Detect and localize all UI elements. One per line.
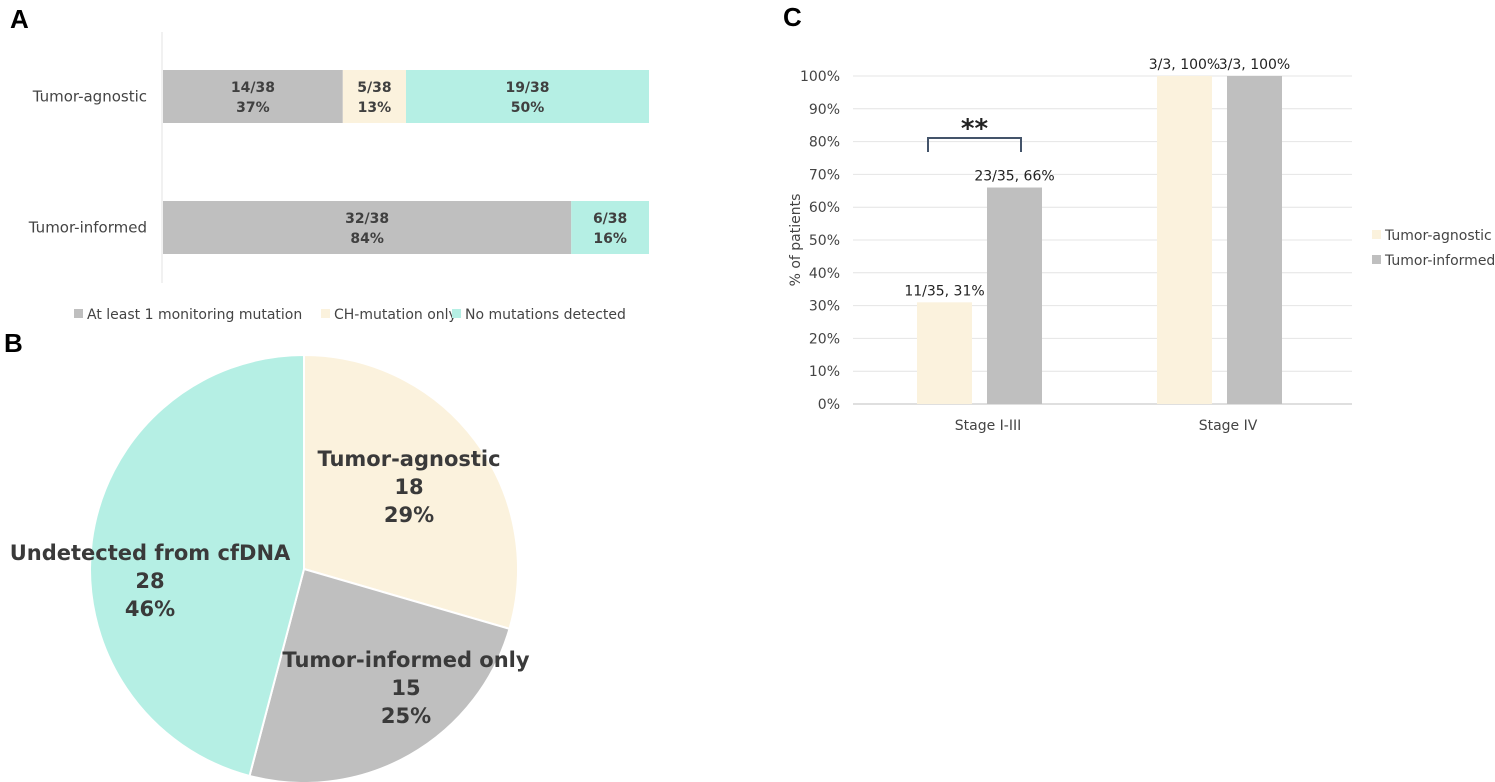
pie-slice-count-label: 15	[391, 676, 420, 700]
bar-data-label: 23/35, 66%	[974, 169, 1054, 185]
pie-slice-percent-label: 29%	[384, 503, 434, 527]
legend-label: Tumor-agnostic	[1384, 228, 1492, 244]
pie-slice-name-label: Tumor-informed only	[282, 648, 529, 672]
category-label: Tumor-agnostic	[32, 88, 147, 106]
pie-slice-percent-label: 46%	[125, 597, 175, 621]
legend-label: At least 1 monitoring mutation	[87, 307, 302, 323]
bar	[1227, 76, 1282, 404]
y-tick-label: 50%	[809, 233, 840, 249]
segment-count-label: 32/38	[345, 211, 389, 227]
pie-slice-count-label: 28	[135, 569, 164, 593]
panel-letter-c: C	[783, 2, 802, 32]
panel-letter-b: B	[4, 328, 23, 358]
legend-swatch	[1372, 230, 1381, 239]
panel-letter-a: A	[10, 4, 29, 34]
y-tick-label: 60%	[809, 200, 840, 216]
grouped-bar-chart: 0% 10% 20% 30% 40% 50% 60% 70% 80% 90% 100% Stage I…	[788, 57, 1495, 434]
bar-segment	[342, 70, 406, 123]
bar-segment	[571, 201, 649, 254]
y-axis-title: % of patients	[788, 194, 804, 287]
pie-slice	[248, 567, 511, 782]
legend-swatch	[74, 309, 83, 318]
y-tick-label: 80%	[809, 135, 840, 151]
y-tick-label: 10%	[809, 364, 840, 380]
y-tick-label: 30%	[809, 299, 840, 315]
bar-data-label: 3/3, 100%	[1149, 57, 1220, 73]
pie-slice-percent-label: 25%	[381, 704, 431, 728]
pie-slice-name-label: Undetected from cfDNA	[10, 541, 291, 565]
legend-label: CH-mutation only	[334, 307, 457, 323]
y-tick-label: 100%	[800, 69, 840, 85]
stacked-bar-chart: Tumor-agnostic Tumor-informed 14/38 37% 5/3…	[28, 32, 649, 323]
x-tick-label: Stage IV	[1199, 418, 1258, 434]
segment-count-label: 14/38	[231, 80, 275, 96]
bar	[917, 302, 972, 404]
segment-percent-label: 16%	[593, 231, 627, 247]
significance-marker: **	[961, 114, 989, 144]
y-tick-label: 20%	[809, 331, 840, 347]
category-label: Tumor-informed	[28, 219, 147, 237]
legend-swatch	[452, 309, 461, 318]
segment-percent-label: 37%	[236, 100, 270, 116]
bar-segment	[163, 70, 343, 123]
bar-data-label: 11/35, 31%	[904, 283, 984, 299]
segment-count-label: 5/38	[357, 80, 391, 96]
bar-segment	[406, 70, 649, 123]
x-tick-label: Stage I-III	[955, 418, 1021, 434]
legend-swatch	[321, 309, 330, 318]
pie-slice	[89, 353, 305, 778]
y-tick-label: 0%	[818, 397, 840, 413]
segment-percent-label: 84%	[350, 231, 384, 247]
y-tick-label: 90%	[809, 102, 840, 118]
y-tick-label: 70%	[809, 167, 840, 183]
segment-percent-label: 13%	[358, 100, 392, 116]
legend-label: Tumor-informed	[1384, 253, 1495, 269]
bar	[1157, 76, 1212, 404]
bar-segment	[163, 201, 572, 254]
y-tick-label: 40%	[809, 266, 840, 282]
segment-count-label: 19/38	[505, 80, 549, 96]
segment-count-label: 6/38	[593, 211, 627, 227]
pie-slice	[303, 353, 519, 631]
segment-percent-label: 50%	[511, 100, 545, 116]
significance-bracket	[927, 137, 1022, 152]
legend-swatch	[1372, 255, 1381, 264]
pie-chart: Tumor-agnostic 18 29% Tumor-informed only 15…	[10, 353, 530, 782]
legend-label: No mutations detected	[465, 307, 626, 323]
pie-slice-count-label: 18	[394, 475, 423, 499]
pie-slice-name-label: Tumor-agnostic	[317, 447, 500, 471]
bar	[987, 187, 1042, 404]
bar-data-label: 3/3, 100%	[1219, 57, 1290, 73]
